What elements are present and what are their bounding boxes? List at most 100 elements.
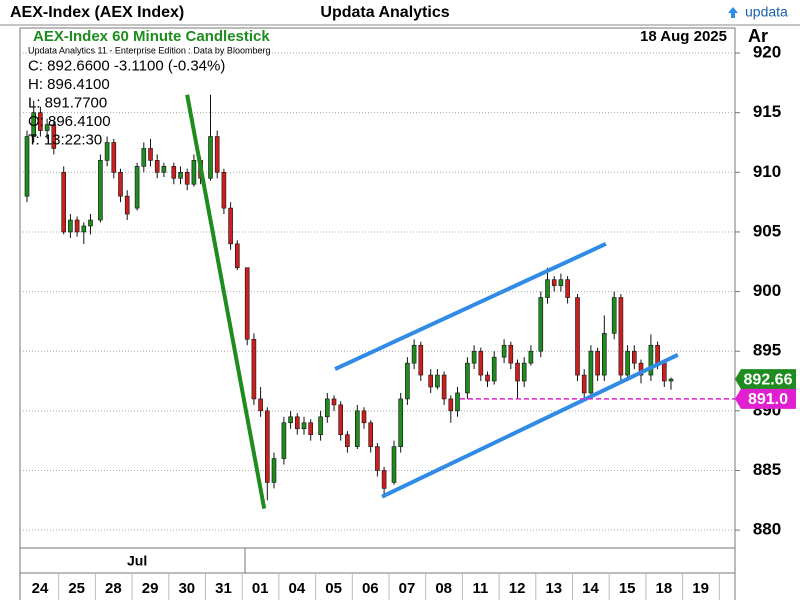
x-tick-label: 08: [435, 580, 452, 597]
candle-body: [258, 398, 263, 412]
chart-date: 18 Aug 2025: [640, 28, 727, 45]
candle-body: [271, 458, 277, 483]
candle-body: [648, 344, 654, 376]
candle-body: [338, 404, 344, 435]
candle-body: [134, 166, 140, 209]
candle-body: [331, 398, 337, 406]
candle-body: [171, 166, 177, 179]
candle-body: [588, 350, 594, 394]
candle-body: [221, 172, 227, 209]
candle-body: [581, 374, 587, 394]
candle-body: [595, 350, 600, 376]
price-tag: [735, 388, 796, 409]
y-tick-label: 900: [753, 281, 781, 300]
candle-body: [521, 362, 527, 382]
y-tick-label: 885: [753, 460, 781, 479]
month-label: Jul: [127, 553, 147, 569]
candle-body: [448, 398, 454, 412]
candle-body: [428, 374, 434, 388]
info-line: H: 896.4100: [28, 76, 110, 93]
candle-body: [74, 219, 80, 233]
candle-body: [551, 279, 557, 286]
candle-body: [191, 160, 197, 185]
axis-label: Ar: [748, 26, 768, 46]
candle-body: [381, 470, 387, 489]
x-tick-label: 04: [289, 580, 306, 597]
candle-body: [375, 446, 380, 471]
candle-body: [301, 422, 307, 430]
candle-body: [81, 225, 87, 233]
candle-body: [508, 344, 514, 364]
candle-body: [251, 338, 257, 400]
x-tick-label: 18: [656, 580, 673, 597]
candle-body: [31, 112, 37, 137]
trend-line: [381, 352, 679, 499]
candle-body: [118, 172, 123, 197]
candle-body: [324, 398, 330, 418]
candle-body: [625, 350, 630, 376]
candle-body: [51, 124, 57, 149]
candle-body: [501, 344, 507, 358]
candle-body: [264, 410, 270, 483]
trend-line: [334, 242, 607, 371]
y-tick-label: 910: [753, 162, 781, 181]
candle-body: [575, 297, 580, 376]
info-line: C: 892.6600 -3.1100 (-0.34%): [28, 57, 225, 74]
candle-body: [411, 344, 417, 364]
candle-body: [44, 124, 50, 131]
x-tick-label: 07: [399, 580, 416, 597]
candle-body: [88, 219, 93, 227]
candle-body: [235, 243, 240, 269]
candle-body: [668, 378, 674, 382]
candle-body: [491, 356, 497, 382]
x-tick-label: 29: [142, 580, 159, 597]
x-tick-label: 05: [325, 580, 342, 597]
x-tick-label: 12: [509, 580, 526, 597]
chart-title: AEX-Index 60 Minute Candlestick: [33, 28, 270, 45]
candle-body: [208, 136, 213, 179]
logo: updata: [745, 4, 788, 20]
candle-body: [455, 392, 460, 412]
logo-icon: [728, 7, 738, 18]
candle-body: [611, 297, 617, 334]
candle-body: [281, 422, 287, 459]
info-line: L: 891.7700: [28, 94, 107, 111]
candle-body: [345, 434, 350, 447]
candle-body: [244, 267, 250, 340]
candle-body: [111, 142, 117, 173]
candle-body: [601, 333, 607, 376]
candle-body: [178, 172, 183, 179]
candle-body: [478, 350, 484, 376]
x-tick-label: 15: [619, 580, 636, 597]
x-tick-label: 30: [178, 580, 195, 597]
candle-body: [655, 344, 660, 364]
candle-body: [465, 362, 470, 394]
candle-body: [124, 195, 130, 215]
info-line: Updata Analytics 11 - Enterprise Edition…: [28, 45, 270, 55]
candle-body: [61, 172, 67, 233]
candle-body: [418, 344, 424, 376]
candle-body: [545, 279, 550, 298]
candle-body: [354, 410, 360, 447]
price-tag-label: 892.66: [744, 371, 793, 388]
candle-body: [558, 279, 564, 286]
x-tick-label: 28: [105, 580, 122, 597]
candle-body: [485, 374, 490, 382]
candle-body: [161, 166, 167, 173]
candle-body: [214, 136, 220, 173]
x-tick-label: 24: [32, 580, 49, 597]
candle-body: [184, 172, 190, 185]
candle-body: [538, 297, 544, 352]
candle-body: [565, 279, 570, 298]
header-left: AEX-Index (AEX Index): [10, 4, 184, 21]
candle-body: [308, 422, 314, 435]
x-tick-label: 01: [252, 580, 269, 597]
candle-body: [98, 160, 103, 221]
x-tick-label: 13: [545, 580, 562, 597]
candle-body: [228, 207, 233, 245]
y-tick-label: 895: [753, 341, 781, 360]
x-tick-label: 06: [362, 580, 379, 597]
plot: [20, 52, 735, 531]
